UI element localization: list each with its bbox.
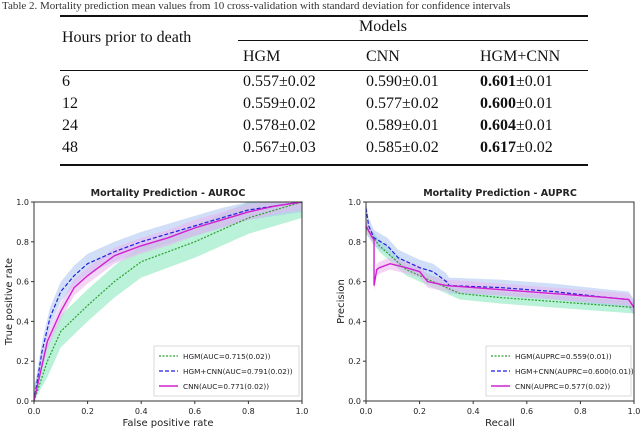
table-cell-hgm_cnn: 0.617±0.02 xyxy=(480,139,553,156)
legend-label: HGM(AUC=0.715(0.02)) xyxy=(183,352,271,361)
table-cell-hgm: 0.578±0.02 xyxy=(243,117,316,134)
row-header: Hours prior to death xyxy=(62,29,192,46)
bold-value: 0.604 xyxy=(480,117,516,134)
table-cell-hgm_cnn: 0.600±0.01 xyxy=(480,95,553,112)
table-caption: Table 2. Mortality prediction mean value… xyxy=(2,0,511,12)
y-tick-label: 0.0 xyxy=(348,397,361,406)
bottom-rule xyxy=(60,164,588,166)
legend-label: CNN(AUC=0.771(0.02)) xyxy=(183,382,269,391)
table-cell-hgm: 0.559±0.02 xyxy=(243,95,316,112)
y-axis-label: True positive rate xyxy=(4,258,15,346)
confidence-band xyxy=(34,202,302,401)
legend-label: HGM(AUPRC=0.559(0.01)) xyxy=(515,352,612,361)
x-tick-label: 0.6 xyxy=(520,407,533,416)
column-header: HGM xyxy=(243,48,281,65)
x-tick-label: 0.6 xyxy=(188,407,201,416)
column-header: HGM+CNN xyxy=(480,48,561,65)
y-tick-label: 0.2 xyxy=(16,357,29,366)
legend-label: HGM+CNN(AUC=0.791(0.02)) xyxy=(183,367,293,376)
x-tick-label: 0.2 xyxy=(413,407,426,416)
confidence-band xyxy=(366,202,634,316)
x-tick-label: 0.4 xyxy=(467,407,480,416)
group-rule xyxy=(238,40,588,41)
group-header: Models xyxy=(359,18,407,35)
confidence-band xyxy=(34,202,302,401)
series-line xyxy=(33,201,303,402)
x-tick-label: 0.4 xyxy=(135,407,148,416)
table-cell-hours: 24 xyxy=(62,117,78,134)
x-tick-label: 0.8 xyxy=(574,407,587,416)
plot-frame xyxy=(33,201,303,402)
y-tick-label: 0.8 xyxy=(348,238,361,247)
bold-value: 0.600 xyxy=(480,95,516,112)
y-tick-label: 0.8 xyxy=(16,238,29,247)
legend-label: HGM+CNN(AUPRC=0.600(0.01)) xyxy=(515,367,634,376)
confidence-band xyxy=(366,219,634,314)
table-cell-cnn: 0.585±0.02 xyxy=(366,139,439,156)
x-tick-label: 1.0 xyxy=(296,407,309,416)
y-tick-label: 0.2 xyxy=(348,357,361,366)
table-cell-hgm: 0.557±0.02 xyxy=(243,73,316,90)
table-cell-hours: 6 xyxy=(62,73,70,90)
table-cell-cnn: 0.577±0.02 xyxy=(366,95,439,112)
x-tick-label: 0.2 xyxy=(81,407,94,416)
table-cell-hgm_cnn: 0.601±0.01 xyxy=(480,73,553,90)
legend xyxy=(153,345,300,397)
x-axis-label: Recall xyxy=(485,418,515,429)
x-tick-label: 0.0 xyxy=(360,407,373,416)
table-cell-hours: 12 xyxy=(62,95,78,112)
y-tick-label: 0.4 xyxy=(348,317,361,326)
y-tick-label: 0.0 xyxy=(16,397,29,406)
table-cell-hours: 48 xyxy=(62,139,78,156)
y-tick-label: 0.6 xyxy=(16,278,29,287)
chart-title: Mortality Prediction - AUPRC xyxy=(423,188,577,199)
table-cell-cnn: 0.590±0.01 xyxy=(366,73,439,90)
legend-label: CNN(AUPRC=0.577(0.02)) xyxy=(515,382,610,391)
series-line xyxy=(33,201,303,402)
series-line xyxy=(365,225,635,308)
series-line xyxy=(33,201,303,402)
table-cell-cnn: 0.589±0.01 xyxy=(366,117,439,134)
y-tick-label: 1.0 xyxy=(348,198,361,207)
x-tick-label: 0.8 xyxy=(242,407,255,416)
y-tick-label: 1.0 xyxy=(16,198,29,207)
table-cell-hgm_cnn: 0.604±0.01 xyxy=(480,117,553,134)
x-tick-label: 0.0 xyxy=(28,407,41,416)
legend xyxy=(485,345,632,397)
y-tick-label: 0.4 xyxy=(16,317,29,326)
bold-value: 0.617 xyxy=(480,139,516,156)
table-cell-hgm: 0.567±0.03 xyxy=(243,139,316,156)
x-axis-label: False positive rate xyxy=(123,418,214,429)
top-rule xyxy=(60,15,588,17)
x-tick-label: 1.0 xyxy=(628,407,640,416)
chart-title: Mortality Prediction - AUROC xyxy=(91,188,246,199)
column-header: CNN xyxy=(366,48,400,65)
bold-value: 0.601 xyxy=(480,73,516,90)
y-axis-label: Precision xyxy=(336,279,347,324)
plot-frame xyxy=(365,201,635,402)
y-tick-label: 0.6 xyxy=(348,278,361,287)
mid-rule xyxy=(60,70,588,71)
